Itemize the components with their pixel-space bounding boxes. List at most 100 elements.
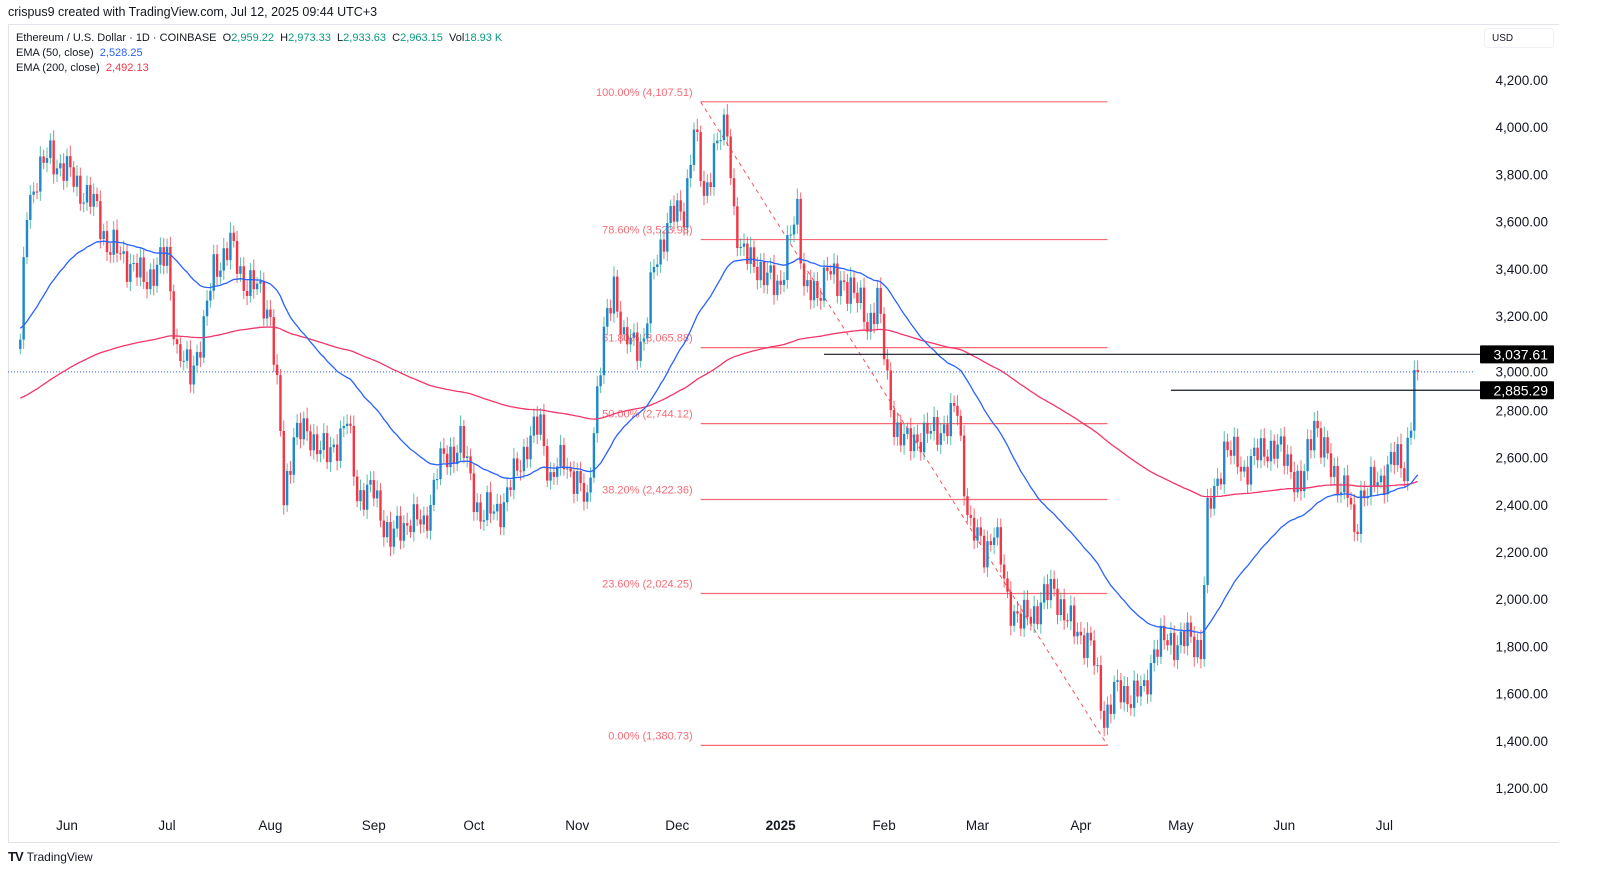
ema200-legend-row[interactable]: EMA (200, close) 2,492.13 [16, 61, 502, 76]
close-label: C [392, 32, 401, 44]
candle-body [852, 277, 856, 293]
candle-body [329, 447, 332, 463]
candle-body [989, 541, 992, 546]
candle-body [1216, 478, 1219, 487]
candle-body [199, 352, 202, 358]
currency-selector[interactable]: USD [1484, 28, 1554, 48]
y-tick-label: 1,600.00 [1495, 687, 1548, 702]
candle-body [272, 317, 275, 365]
candle-body [1176, 645, 1179, 661]
candle-body [415, 504, 419, 520]
candle-body [846, 281, 849, 304]
candle-body [946, 424, 949, 437]
candle-body [1052, 578, 1056, 589]
candle-body [395, 515, 399, 529]
candle-body [459, 425, 462, 453]
candle-body [169, 246, 172, 292]
candle-body [1386, 464, 1389, 495]
candle-body [149, 269, 152, 290]
ema50-legend-row[interactable]: EMA (50, close) 2,528.25 [16, 46, 502, 61]
candle-body [716, 140, 719, 144]
candle-body [245, 290, 249, 296]
candle-body [19, 339, 22, 350]
candle-body [429, 505, 432, 531]
candle-body [1336, 465, 1339, 495]
candle-body [569, 468, 572, 472]
chart-frame [8, 24, 1559, 843]
candle-body [1213, 486, 1216, 509]
candle-body [849, 277, 852, 304]
ema200-value: 2,492.13 [105, 62, 149, 74]
volume-label: Vol [449, 32, 465, 44]
candle-body [1092, 640, 1096, 666]
candle-body [1133, 680, 1136, 708]
candle-body [1239, 466, 1243, 472]
candle-body [362, 490, 366, 510]
candle-body [419, 519, 422, 525]
candle-body [1089, 632, 1093, 641]
candle-body [1099, 665, 1103, 711]
candle-body [1229, 450, 1233, 456]
candle-body [729, 136, 732, 179]
candle-body [369, 480, 372, 485]
candle-body [1283, 436, 1286, 466]
candle-body [712, 143, 716, 188]
candle-body [812, 281, 816, 301]
candle-body [656, 264, 659, 268]
candle-body [1173, 632, 1176, 661]
x-tick-label: Jun [56, 818, 78, 833]
candle-body [909, 428, 912, 452]
candle-body [69, 156, 72, 168]
candle-body [976, 527, 979, 541]
candle-body [1259, 438, 1263, 461]
candle-body [325, 433, 329, 463]
candle-body [499, 503, 502, 528]
candle-body [1243, 466, 1246, 472]
candle-body [1086, 632, 1089, 658]
candle-body [75, 175, 79, 187]
candle-body [449, 446, 452, 468]
candle-body [1363, 490, 1366, 499]
candle-body [1329, 453, 1333, 477]
candle-body [876, 287, 879, 325]
candle-body [425, 515, 429, 531]
symbol-legend-row[interactable]: Ethereum / U.S. Dollar · 1D · COINBASE O… [16, 31, 502, 46]
candle-body [102, 231, 105, 239]
x-tick-label: Oct [463, 818, 484, 833]
candle-body [1249, 456, 1253, 485]
candle-body [492, 511, 496, 514]
y-tick-label: 4,000.00 [1495, 120, 1548, 135]
tradingview-logo-icon: TV [8, 849, 24, 864]
candle-body [182, 360, 185, 362]
candle-body [782, 279, 786, 285]
candle-body [1359, 490, 1363, 534]
candle-body [672, 205, 676, 222]
price-tag-label: 2,885.29 [1494, 382, 1549, 398]
candle-body [466, 456, 469, 458]
chart-legend: Ethereum / U.S. Dollar · 1D · COINBASE O… [16, 31, 502, 76]
candle-body [405, 523, 409, 526]
candle-body [1076, 631, 1079, 637]
x-tick-label: Jul [1376, 818, 1393, 833]
candle-body [195, 352, 199, 366]
candle-body [546, 446, 549, 481]
candle-body [692, 129, 696, 165]
candle-body [1149, 663, 1153, 695]
candle-body [179, 344, 182, 362]
candle-body [476, 502, 479, 513]
candle-body [1159, 625, 1163, 657]
candle-body [269, 309, 272, 318]
candle-body [842, 280, 846, 282]
candle-body [59, 163, 62, 169]
candle-body [922, 422, 926, 453]
x-tick-label: 2025 [766, 818, 797, 833]
candle-body [292, 437, 295, 475]
candle-body [952, 403, 956, 406]
candle-body [1409, 430, 1413, 438]
candle-body [926, 422, 929, 434]
candle-body [869, 312, 872, 332]
candle-body [1006, 578, 1009, 592]
candle-body [1126, 686, 1129, 705]
candle-body [526, 446, 529, 460]
